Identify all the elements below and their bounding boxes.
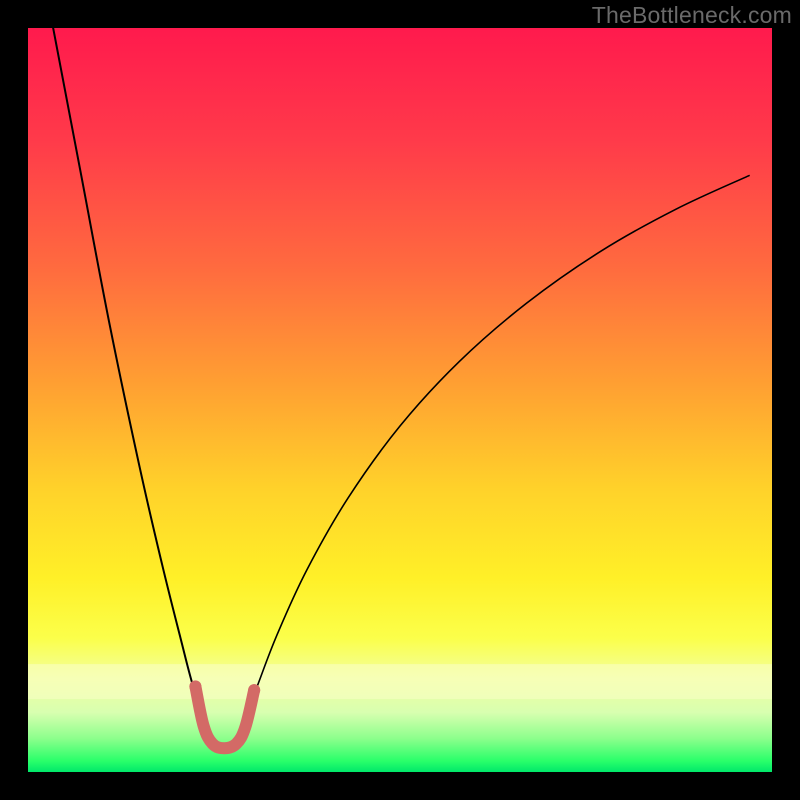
pale-band <box>28 664 772 699</box>
valley-marker-end-left <box>189 680 201 692</box>
chart-root: TheBottleneck.com <box>0 0 800 800</box>
chart-svg <box>0 0 800 800</box>
valley-marker-end-right <box>248 684 260 696</box>
gradient-background <box>28 28 772 772</box>
